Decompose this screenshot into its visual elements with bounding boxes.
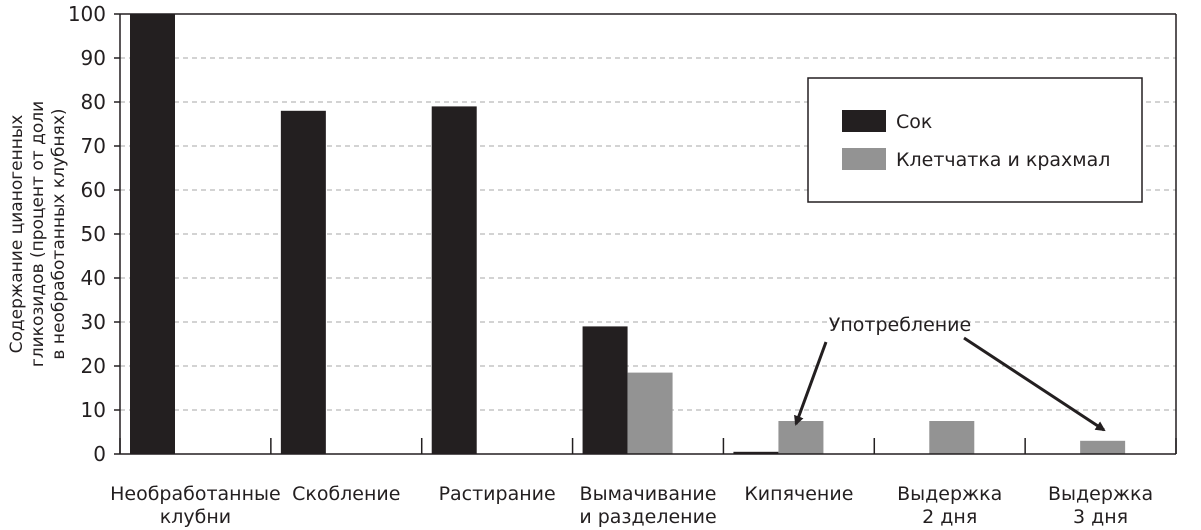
bar-sok-3 bbox=[582, 326, 628, 454]
axes bbox=[114, 13, 1177, 455]
x-category-label: Вымачивание bbox=[580, 483, 717, 505]
x-category-label: и разделение bbox=[579, 506, 716, 528]
annotation: Употребление bbox=[794, 314, 1106, 432]
labels: 0 10 20 30 40 50 60 70 80 90 100 Необработанныеклуб… bbox=[7, 2, 1153, 528]
bar-sok-2 bbox=[431, 106, 477, 455]
y-tick-label: 50 bbox=[81, 222, 106, 246]
x-category-label: Необработанные bbox=[110, 483, 281, 505]
x-category-label: Растирание bbox=[439, 483, 556, 505]
annotation-label: Употребление bbox=[829, 314, 971, 336]
x-category-label: Скобление bbox=[292, 483, 400, 505]
bar-kletchatka-6 bbox=[1080, 440, 1126, 454]
x-category-label: Кипячение bbox=[744, 483, 853, 505]
legend-label: Сок bbox=[896, 111, 932, 133]
y-tick-label: 20 bbox=[81, 354, 106, 378]
y-tick-label: 100 bbox=[68, 2, 106, 26]
annotation-arrow-kipyachenie bbox=[794, 341, 828, 426]
y-axis-label: гликозидов (процент от доли bbox=[28, 101, 48, 367]
annotation-arrow-vyderzhka-3 bbox=[963, 336, 1106, 432]
y-tick-label: 10 bbox=[81, 398, 106, 422]
y-tick-label: 60 bbox=[81, 178, 106, 202]
bar-sok-0 bbox=[130, 14, 175, 454]
legend-swatch bbox=[842, 110, 886, 132]
legend-label: Клетчатка и крахмал bbox=[896, 149, 1110, 171]
y-tick-label: 0 bbox=[93, 442, 106, 466]
y-tick-label: 80 bbox=[81, 90, 106, 114]
bar-sok-4 bbox=[733, 451, 779, 454]
bar-kletchatka-4 bbox=[778, 421, 824, 454]
bars bbox=[130, 14, 1126, 455]
x-category-label: 3 дня bbox=[1073, 506, 1128, 528]
x-category-label: Выдержка bbox=[897, 483, 1002, 505]
bar-kletchatka-5 bbox=[929, 421, 975, 454]
y-axis-label: в необработанных клубнях) bbox=[49, 108, 69, 359]
bar-sok-1 bbox=[280, 110, 326, 455]
x-category-label: Выдержка bbox=[1048, 483, 1153, 505]
x-category-label: 2 дня bbox=[922, 506, 977, 528]
x-category-label: клубни bbox=[160, 506, 231, 528]
legend: Сок Клетчатка и крахмал bbox=[807, 77, 1143, 203]
legend-box bbox=[807, 77, 1143, 203]
y-tick-label: 70 bbox=[81, 134, 106, 158]
y-tick-label: 40 bbox=[81, 266, 106, 290]
y-tick-label: 90 bbox=[81, 46, 106, 70]
gridlines bbox=[120, 13, 1176, 411]
y-tick-label: 30 bbox=[81, 310, 106, 334]
bar-kletchatka-3 bbox=[627, 372, 673, 454]
legend-swatch bbox=[842, 148, 886, 170]
y-axis-label: Содержание цианогенных bbox=[7, 115, 27, 354]
